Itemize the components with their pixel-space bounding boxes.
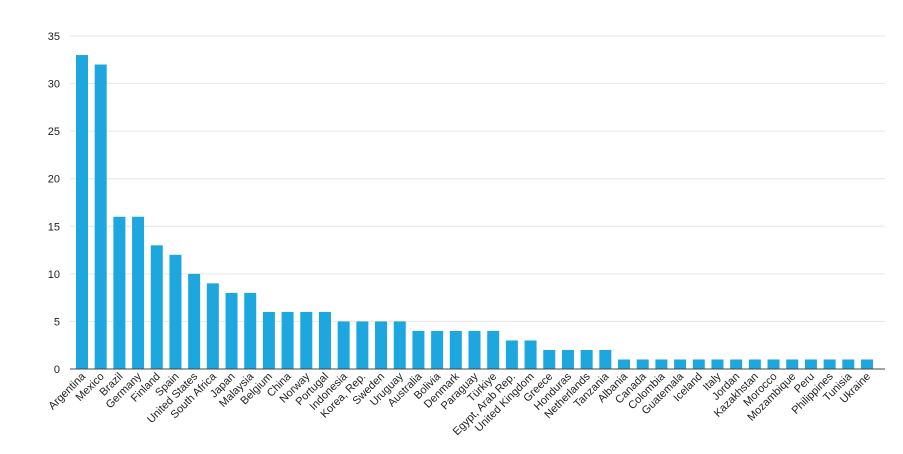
bar — [169, 254, 182, 369]
bar — [861, 359, 873, 369]
bar — [113, 216, 126, 369]
y-tick-label: 10 — [48, 269, 60, 281]
bar — [468, 330, 481, 369]
bar — [674, 359, 687, 369]
bar — [76, 55, 88, 370]
bar — [636, 359, 649, 369]
bar — [300, 311, 313, 369]
bar — [786, 359, 799, 369]
gridlines — [70, 35, 885, 322]
y-tick-label: 0 — [54, 364, 60, 376]
bar — [524, 340, 537, 369]
y-tick-label: 30 — [48, 79, 60, 91]
bar — [767, 359, 780, 369]
y-tick-label: 20 — [48, 174, 60, 186]
bar — [225, 292, 238, 369]
bar — [375, 321, 388, 369]
x-axis-ticks: ArgentinaMexicoBrazilGermanyFinlandSpain… — [46, 370, 873, 438]
y-tick-label: 15 — [48, 221, 60, 233]
bar — [337, 321, 350, 369]
y-axis-ticks: 0 5 10 15 20 25 30 35 — [48, 31, 60, 376]
bars — [76, 55, 873, 370]
bar — [356, 321, 369, 369]
bar — [618, 359, 631, 369]
bar — [393, 321, 406, 369]
bar — [711, 359, 724, 369]
bar — [599, 349, 612, 369]
bar — [188, 273, 201, 369]
bar — [206, 283, 219, 369]
bar — [823, 359, 836, 369]
bar — [655, 359, 668, 369]
bar — [730, 359, 743, 369]
bar — [804, 359, 817, 369]
bar — [580, 349, 593, 369]
bar — [487, 330, 500, 369]
bar — [281, 311, 294, 369]
bar — [449, 330, 462, 369]
bar — [150, 245, 163, 369]
bar — [94, 64, 107, 370]
y-tick-label: 25 — [48, 126, 60, 138]
bar — [132, 216, 145, 369]
bar — [842, 359, 855, 369]
bar — [543, 349, 556, 369]
y-tick-label: 5 — [54, 316, 60, 328]
bar — [412, 330, 425, 369]
bar — [431, 330, 444, 369]
bar — [318, 311, 331, 369]
bar — [692, 359, 705, 369]
y-tick-label: 35 — [48, 31, 60, 43]
bar — [244, 292, 257, 369]
bar — [505, 340, 518, 369]
bar — [748, 359, 761, 369]
bar — [262, 311, 275, 369]
bar — [561, 349, 574, 369]
